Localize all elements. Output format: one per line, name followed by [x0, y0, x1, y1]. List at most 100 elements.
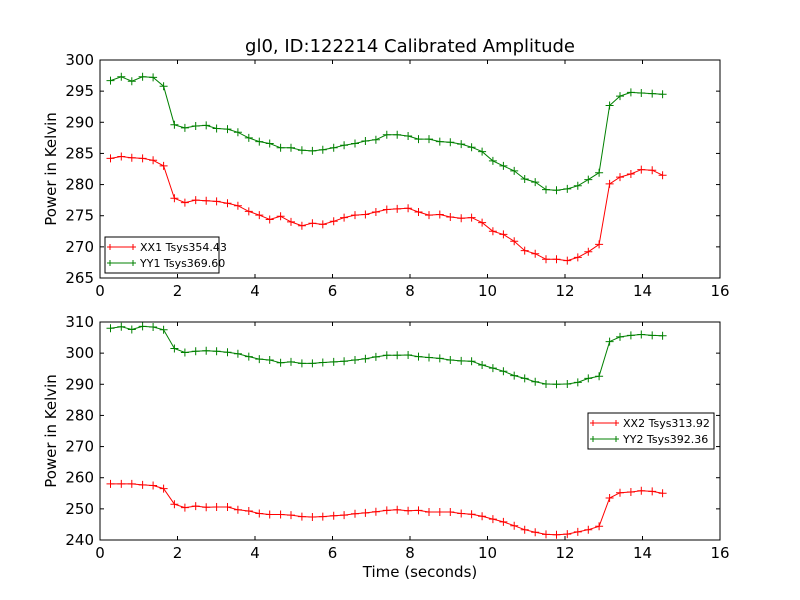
data-point-marker: [425, 211, 433, 220]
y-tick-label: 300: [65, 51, 94, 69]
data-point-marker: [414, 352, 423, 361]
data-point-marker: [531, 377, 540, 386]
data-point-marker: [180, 123, 189, 132]
x-tick-label: 2: [173, 544, 183, 562]
data-point-marker: [127, 153, 136, 162]
data-point-marker: [202, 346, 211, 355]
data-point-marker: [223, 125, 232, 134]
data-point-marker: [637, 89, 646, 97]
x-tick-label: 6: [328, 544, 338, 562]
data-point-marker: [605, 494, 614, 502]
data-point-marker: [435, 137, 444, 146]
data-point-marker: [393, 204, 402, 213]
data-point-marker: [488, 515, 497, 524]
data-point-marker: [127, 77, 136, 86]
data-point-marker: [287, 357, 295, 366]
data-point-marker: [318, 145, 327, 154]
x-axis-label: Time (seconds): [362, 563, 478, 581]
data-point-marker: [233, 201, 242, 210]
data-point-marker: [297, 146, 306, 155]
data-point-marker: [255, 355, 264, 364]
data-point-marker: [584, 374, 593, 383]
data-point-marker: [605, 337, 614, 346]
x-tick-label: 4: [250, 544, 260, 562]
data-point-marker: [371, 208, 380, 216]
data-point-marker: [637, 165, 646, 174]
data-point-marker: [563, 530, 572, 539]
legend-entry: YY2 Tsys392.36: [622, 433, 708, 446]
data-point-marker: [265, 215, 274, 224]
x-tick-label: 14: [633, 282, 652, 300]
data-point-marker: [616, 488, 624, 497]
chart-title: gl0, ID:122214 Calibrated Amplitude: [245, 36, 575, 57]
data-point-marker: [287, 511, 295, 520]
y-tick-label: 310: [65, 313, 94, 331]
legend-box: [104, 236, 220, 274]
data-point-marker: [552, 380, 561, 389]
data-point-marker: [191, 122, 200, 130]
data-point-marker: [658, 489, 667, 498]
data-point-marker: [616, 332, 624, 341]
y-tick-label: 290: [65, 113, 94, 131]
data-point-marker: [404, 132, 413, 140]
data-point-marker: [626, 170, 635, 178]
data-point-marker: [404, 204, 413, 213]
data-point-marker: [170, 194, 179, 203]
data-point-marker: [425, 508, 433, 516]
data-point-marker: [499, 230, 508, 239]
data-point-marker: [552, 530, 561, 539]
data-point-marker: [658, 90, 667, 99]
data-point-marker: [626, 488, 635, 496]
data-point-marker: [244, 133, 253, 142]
data-point-marker: [648, 166, 657, 175]
x-tick-label: 8: [405, 282, 415, 300]
x-tick-label: 2: [173, 282, 183, 300]
data-point-marker: [276, 510, 285, 519]
data-point-marker: [170, 500, 179, 509]
data-point-marker: [552, 255, 561, 264]
data-point-marker: [467, 213, 476, 222]
data-point-marker: [573, 378, 582, 387]
data-point-marker: [637, 486, 646, 495]
data-point-marker: [425, 353, 433, 362]
data-point-marker: [414, 135, 423, 144]
data-point-marker: [573, 181, 582, 190]
x-tick-label: 8: [405, 544, 415, 562]
data-point-marker: [117, 322, 126, 331]
legend-marker: [590, 420, 619, 426]
data-point-marker: [159, 82, 168, 91]
data-point-marker: [329, 357, 338, 366]
data-point-marker: [520, 374, 529, 383]
x-tick-label: 10: [478, 282, 497, 300]
data-point-marker: [138, 322, 147, 331]
data-point-marker: [340, 213, 349, 222]
data-point-marker: [542, 380, 550, 388]
data-point-marker: [340, 511, 349, 520]
data-point-marker: [276, 143, 285, 152]
data-point-marker: [457, 140, 466, 149]
data-point-marker: [467, 510, 476, 519]
data-point-marker: [478, 147, 487, 156]
data-point-marker: [658, 331, 667, 340]
data-point-marker: [595, 522, 604, 531]
y-tick-label: 280: [65, 176, 94, 194]
y-tick-label: 240: [65, 531, 94, 549]
data-point-marker: [191, 347, 200, 356]
data-point-marker: [531, 528, 540, 537]
data-point-marker: [552, 186, 561, 195]
y-axis-label: Power in Kelvin: [42, 112, 60, 226]
data-point-marker: [563, 256, 572, 265]
data-point-marker: [414, 506, 423, 515]
y-tick-label: 270: [65, 438, 94, 456]
data-point-marker: [605, 179, 614, 188]
data-point-marker: [297, 512, 306, 521]
data-point-marker: [446, 138, 455, 147]
data-point-marker: [371, 507, 380, 516]
legend-entry: XX1 Tsys354.43: [140, 241, 227, 254]
data-point-marker: [542, 255, 550, 264]
data-point-marker: [212, 347, 221, 356]
data-point-marker: [488, 227, 497, 236]
y-tick-label: 295: [65, 82, 94, 100]
x-tick-label: 0: [95, 544, 105, 562]
data-point-marker: [467, 143, 476, 152]
